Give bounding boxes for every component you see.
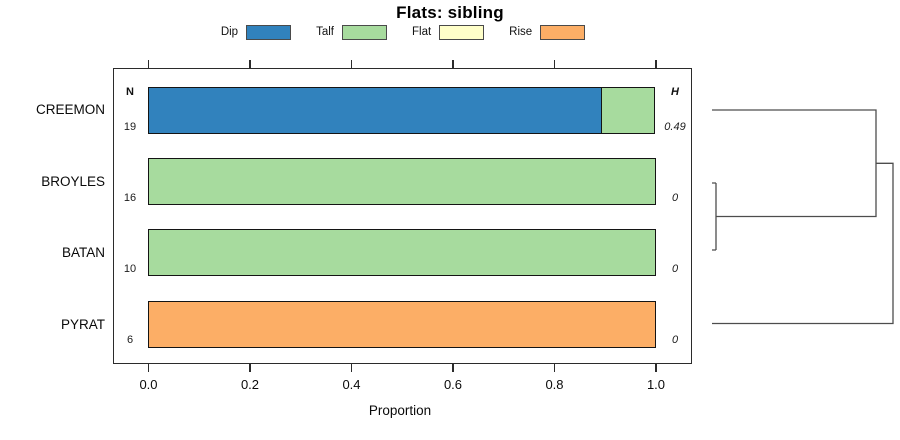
axis-tick-top	[452, 60, 454, 68]
bar-segment-rise	[148, 301, 656, 348]
axis-tick-top	[553, 60, 556, 68]
legend-swatch-flat-icon	[439, 24, 485, 40]
h-column-header: H	[671, 86, 679, 98]
legend-item-flat: Flat	[411, 24, 485, 40]
axis-tick-bottom	[452, 363, 454, 372]
category-label-broyles: BROYLES	[41, 174, 105, 189]
x-tick-label: 0.6	[443, 377, 463, 392]
legend-label: Talf	[316, 26, 334, 38]
n-column-header: N	[126, 86, 134, 98]
h-value: 0	[671, 263, 679, 275]
x-tick-label: 0.0	[139, 377, 158, 392]
legend: Dip Talf Flat Rise	[113, 23, 693, 41]
bar-pyrat	[148, 301, 656, 348]
h-value: 0.49	[664, 121, 686, 133]
axis-tick-bottom	[350, 363, 353, 372]
legend-swatch-rise-icon	[540, 24, 586, 40]
n-value: 16	[123, 192, 137, 204]
category-label-creemon: CREEMON	[35, 102, 105, 117]
axis-tick-top	[350, 60, 353, 68]
axis-tick-bottom	[553, 363, 556, 372]
bar-creemon	[148, 87, 656, 134]
n-value: 10	[123, 263, 137, 275]
dendrogram-lines	[712, 109, 894, 325]
bar-segment-talf	[601, 87, 655, 134]
legend-swatch-dip-icon	[246, 24, 292, 40]
h-value: 0	[671, 334, 679, 346]
axis-tick-top	[249, 60, 251, 68]
x-axis-label: Proportion	[368, 403, 432, 418]
bar-segment-talf	[148, 158, 656, 205]
bar-broyles	[148, 158, 656, 205]
bar-segment-talf	[148, 229, 656, 276]
axis-tick-bottom	[147, 363, 150, 372]
axis-tick-top	[147, 60, 150, 68]
legend-item-dip: Dip	[220, 24, 292, 40]
axis-tick-top	[655, 60, 657, 68]
category-label-pyrat: PYRAT	[60, 317, 105, 332]
x-tick-label: 0.4	[342, 377, 361, 392]
axis-tick-bottom	[249, 363, 251, 372]
bar-batan	[148, 229, 656, 276]
n-value: 6	[126, 334, 134, 346]
legend-label: Flat	[411, 26, 432, 38]
category-label-batan: BATAN	[61, 245, 105, 260]
bar-segment-dip	[148, 87, 603, 134]
x-tick-label: 0.8	[545, 377, 564, 392]
legend-swatch-talf-icon	[341, 24, 387, 40]
legend-label: Rise	[509, 26, 533, 38]
legend-label: Dip	[220, 26, 239, 38]
axis-tick-bottom	[655, 363, 657, 372]
legend-item-rise: Rise	[509, 24, 586, 40]
chart-title: Flats: sibling	[396, 3, 504, 22]
x-tick-label: 0.2	[240, 377, 260, 392]
legend-item-talf: Talf	[316, 24, 387, 40]
n-value: 19	[123, 121, 137, 133]
x-tick-label: 1.0	[646, 377, 666, 392]
h-value: 0	[671, 192, 679, 204]
